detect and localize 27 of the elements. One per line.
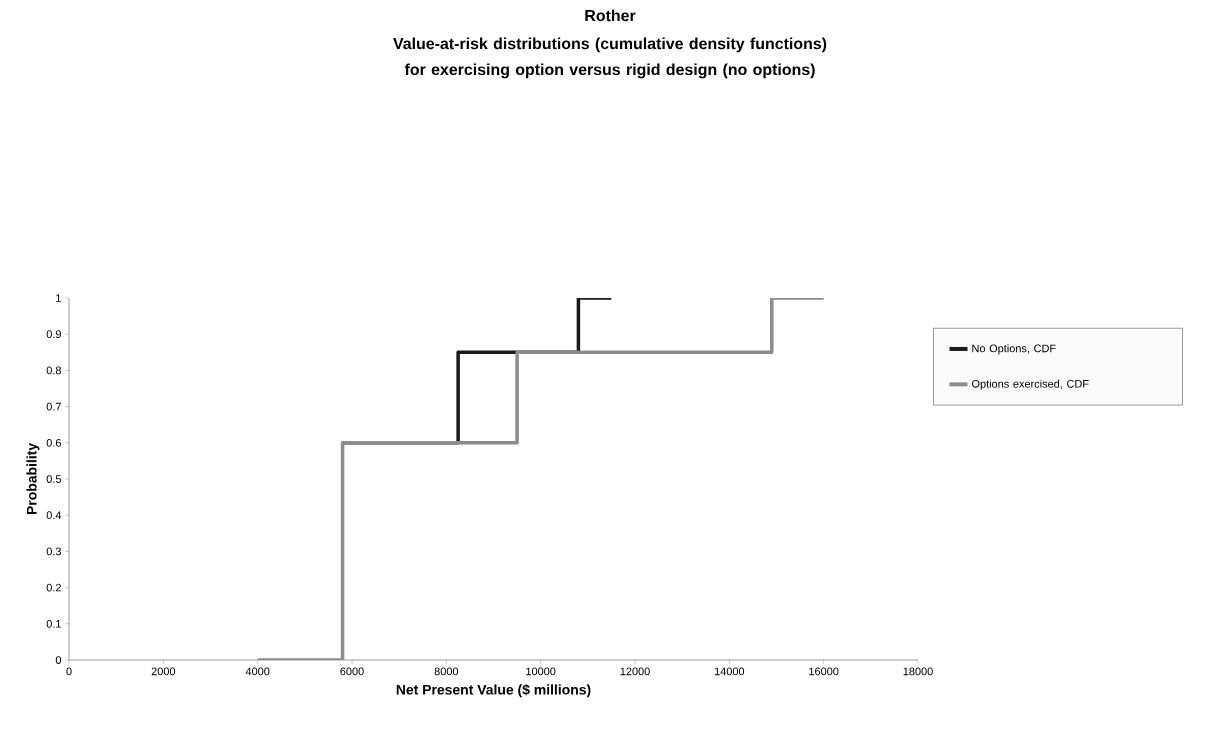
x-tick-label: 8000 <box>434 667 459 676</box>
chart-subtitle: Value-at-risk distributions (cumulative density functions) for exercising option versus rigid design (no options) <box>393 37 827 79</box>
x-tick-label: 6000 <box>340 667 364 676</box>
y-tick-label: 0.8 <box>46 366 61 375</box>
y-tick-label: 1 <box>56 294 61 302</box>
x-tick-label: 18000 <box>903 667 933 676</box>
y-tick-label: 0.5 <box>46 475 62 483</box>
chart-title: Rother <box>585 9 636 22</box>
x-axis-title: Net Present Value ($ millions) <box>396 684 591 698</box>
y-tick-label: 0.2 <box>46 583 61 592</box>
x-tick-label: 14000 <box>714 667 745 676</box>
y-axis-title: Probability <box>26 443 40 515</box>
x-tick-label: 16000 <box>809 667 839 676</box>
y-tick-label: 0.4 <box>46 511 62 520</box>
x-tick-label: 12000 <box>620 667 650 676</box>
x-tick-label: 4000 <box>245 667 270 676</box>
y-tick-label: 0.1 <box>46 619 61 628</box>
y-tick-label: 0.6 <box>46 438 61 447</box>
legend-label: No Options, CDF <box>972 344 1056 355</box>
y-tick-label: 0.3 <box>46 547 61 556</box>
legend-label: Options exercised, CDF <box>972 379 1089 390</box>
y-tick-label: 0.7 <box>46 402 61 411</box>
y-tick-label: 0 <box>55 656 62 664</box>
y-tick-label: 0.9 <box>46 330 61 339</box>
x-tick-label: 0 <box>66 667 72 676</box>
x-tick-label: 2000 <box>151 667 176 676</box>
x-tick-label: 10000 <box>526 667 556 676</box>
